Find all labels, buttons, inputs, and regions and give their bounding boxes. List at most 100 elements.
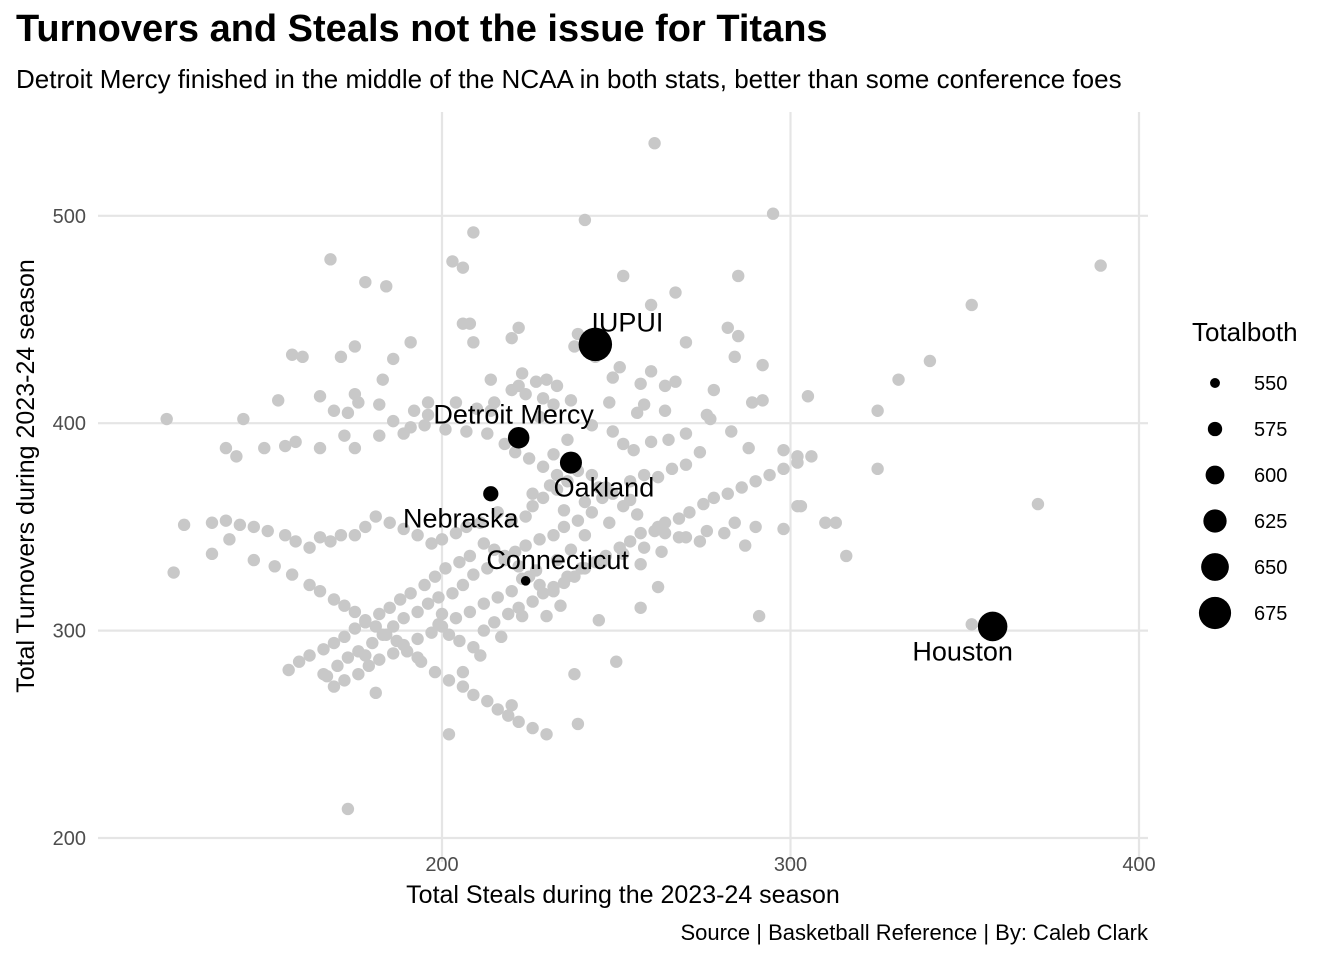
team-point — [533, 578, 546, 592]
team-point — [387, 414, 400, 428]
legend-entries: 550 575 600 625 650 675 — [1198, 373, 1287, 630]
team-point — [463, 317, 477, 330]
team-point — [421, 408, 435, 422]
legend-label: 600 — [1254, 465, 1287, 487]
team-point — [313, 531, 327, 544]
y-tick-label: 200 — [53, 828, 86, 850]
y-axis-title: Total Turnovers during 2023-24 season — [12, 259, 40, 693]
team-point — [352, 667, 365, 681]
team-point — [362, 659, 376, 673]
team-point — [606, 425, 619, 438]
team-point — [829, 516, 843, 529]
team-point — [331, 659, 344, 673]
team-point — [453, 634, 466, 648]
team-point — [617, 547, 630, 561]
team-point — [617, 437, 630, 451]
team-point — [167, 566, 180, 579]
x-axis-ticks: 200 300 400 — [425, 854, 1155, 876]
team-point — [439, 423, 452, 436]
team-point — [526, 499, 539, 513]
team-point — [732, 269, 745, 283]
team-point — [655, 545, 668, 558]
team-point — [1031, 497, 1045, 511]
team-point — [313, 390, 327, 403]
team-point — [278, 439, 292, 453]
team-label: Nebraska — [403, 504, 520, 534]
team-point — [484, 404, 497, 417]
team-point — [721, 321, 734, 334]
team-point — [327, 404, 341, 417]
team-point — [592, 614, 606, 627]
team-point — [700, 408, 714, 422]
team-point — [630, 508, 644, 521]
x-axis-title: Total Steals during the 2023-24 season — [406, 881, 840, 909]
team-point — [536, 491, 550, 505]
legend-label: 575 — [1254, 419, 1287, 441]
legend-label: 650 — [1254, 557, 1287, 579]
team-point — [387, 352, 400, 366]
team-label: IUPUI — [591, 307, 663, 337]
team-point — [522, 452, 536, 465]
team-point — [508, 545, 522, 558]
team-point — [871, 404, 884, 417]
team-point — [341, 406, 355, 420]
team-point — [634, 601, 647, 614]
team-point — [404, 336, 417, 349]
team-point — [446, 587, 459, 600]
team-point — [383, 601, 396, 614]
team-point — [338, 674, 351, 687]
team-point — [651, 520, 665, 534]
team-point — [617, 269, 630, 283]
team-point — [728, 350, 741, 364]
chart-caption: Source | Basketball Reference | By: Cale… — [680, 920, 1148, 945]
team-point — [669, 286, 682, 299]
team-point — [756, 358, 769, 372]
team-point — [219, 514, 233, 527]
chart-title: Turnovers and Steals not the issue for T… — [16, 8, 828, 50]
team-point — [261, 524, 274, 538]
team-point — [550, 553, 564, 567]
highlighted-team-point — [483, 486, 499, 502]
team-point — [387, 620, 400, 633]
team-label: Oakland — [554, 473, 655, 503]
team-point — [474, 649, 487, 662]
x-tick-label: 300 — [774, 854, 807, 876]
team-point — [498, 553, 511, 567]
team-point — [376, 373, 389, 386]
team-point — [359, 275, 372, 289]
team-point — [373, 429, 386, 442]
team-point — [526, 487, 539, 500]
team-point — [777, 462, 790, 476]
team-point — [491, 703, 504, 716]
team-point — [561, 475, 574, 488]
team-point — [634, 377, 647, 390]
team-point — [547, 398, 560, 411]
team-point — [481, 694, 494, 708]
team-point — [359, 649, 372, 662]
team-point — [805, 450, 818, 463]
team-point — [258, 441, 271, 455]
team-point — [585, 419, 599, 432]
team-point — [571, 514, 585, 527]
team-point — [397, 522, 410, 536]
team-point — [387, 647, 400, 660]
team-point — [442, 674, 456, 687]
team-point — [338, 429, 351, 442]
team-point — [425, 626, 438, 639]
team-point — [745, 396, 759, 409]
team-point — [637, 468, 651, 482]
team-point — [481, 427, 494, 440]
team-point — [442, 728, 456, 741]
team-point — [418, 419, 431, 432]
y-tick-label: 400 — [53, 413, 86, 435]
team-point — [446, 255, 459, 268]
team-point — [282, 663, 295, 677]
team-point — [348, 340, 362, 353]
team-point — [543, 479, 557, 492]
team-point — [470, 402, 484, 415]
team-point — [359, 616, 372, 629]
background-points — [160, 137, 1107, 816]
team-point — [794, 499, 808, 513]
team-point — [453, 555, 466, 569]
legend-key — [1198, 596, 1232, 630]
